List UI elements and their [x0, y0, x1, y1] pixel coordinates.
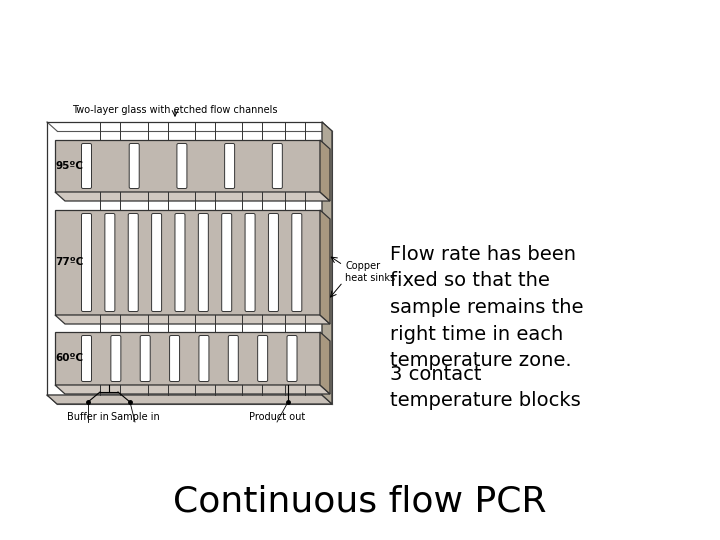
Text: Two-layer glass with etched flow channels: Two-layer glass with etched flow channel…	[72, 105, 278, 115]
Polygon shape	[47, 395, 332, 404]
FancyBboxPatch shape	[152, 213, 161, 312]
Text: Product out: Product out	[249, 412, 305, 422]
Polygon shape	[55, 140, 320, 192]
Polygon shape	[320, 332, 330, 394]
Text: Buffer in: Buffer in	[67, 412, 109, 422]
Polygon shape	[55, 192, 330, 201]
Polygon shape	[320, 140, 330, 201]
FancyBboxPatch shape	[175, 213, 185, 312]
Polygon shape	[55, 210, 320, 315]
Text: Copper
heat sinks: Copper heat sinks	[345, 261, 395, 283]
FancyBboxPatch shape	[272, 144, 282, 188]
FancyBboxPatch shape	[199, 335, 209, 381]
Text: 77ºC: 77ºC	[55, 257, 84, 267]
FancyBboxPatch shape	[81, 335, 91, 381]
FancyBboxPatch shape	[269, 213, 279, 312]
FancyBboxPatch shape	[140, 335, 150, 381]
Text: 3 contact
temperature blocks: 3 contact temperature blocks	[390, 365, 581, 410]
Polygon shape	[55, 385, 330, 394]
FancyBboxPatch shape	[198, 213, 208, 312]
FancyBboxPatch shape	[225, 144, 235, 188]
Polygon shape	[320, 210, 330, 324]
FancyBboxPatch shape	[228, 335, 238, 381]
Text: Flow rate has been
fixed so that the
sample remains the
right time in each
tempe: Flow rate has been fixed so that the sam…	[390, 245, 583, 370]
Text: Sample in: Sample in	[111, 412, 159, 422]
Text: 60ºC: 60ºC	[55, 353, 83, 363]
Polygon shape	[55, 332, 320, 385]
Polygon shape	[322, 122, 332, 404]
FancyBboxPatch shape	[81, 213, 91, 312]
Text: 95ºC: 95ºC	[55, 161, 83, 171]
FancyBboxPatch shape	[245, 213, 255, 312]
Text: Continuous flow PCR: Continuous flow PCR	[174, 485, 546, 519]
FancyBboxPatch shape	[111, 335, 121, 381]
FancyBboxPatch shape	[287, 335, 297, 381]
Polygon shape	[55, 315, 330, 324]
FancyBboxPatch shape	[81, 144, 91, 188]
FancyBboxPatch shape	[177, 144, 187, 188]
FancyBboxPatch shape	[222, 213, 232, 312]
FancyBboxPatch shape	[105, 213, 115, 312]
FancyBboxPatch shape	[170, 335, 179, 381]
FancyBboxPatch shape	[129, 144, 139, 188]
FancyBboxPatch shape	[128, 213, 138, 312]
FancyBboxPatch shape	[292, 213, 302, 312]
FancyBboxPatch shape	[258, 335, 268, 381]
